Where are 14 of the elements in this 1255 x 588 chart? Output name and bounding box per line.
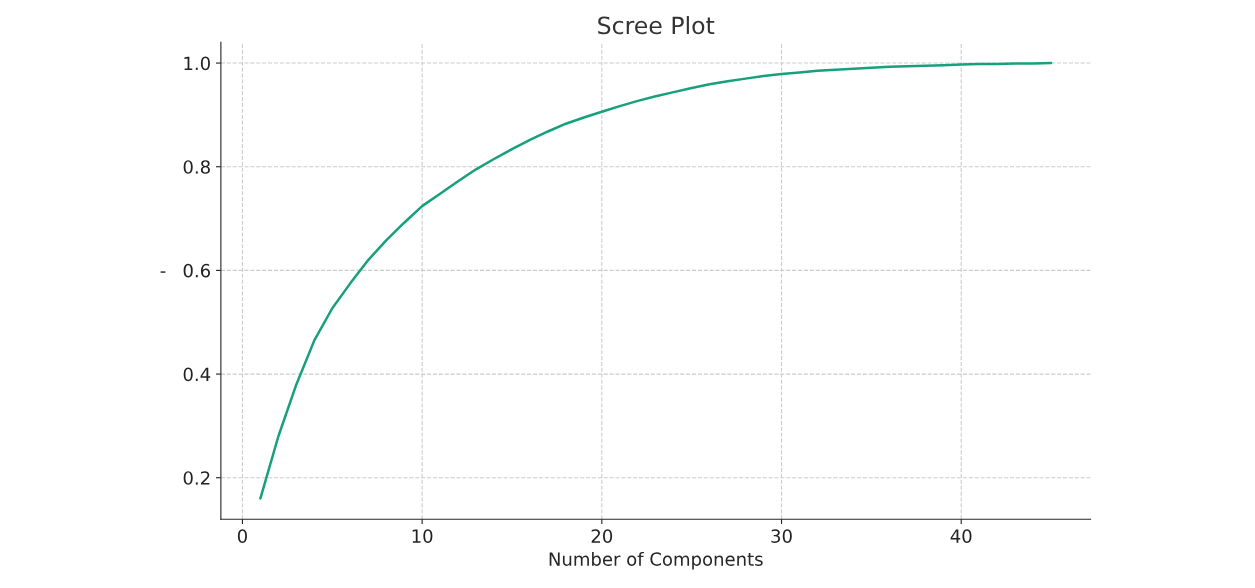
- y-tick-label: 0.8: [183, 160, 210, 174]
- chart-title: Scree Plot: [598, 16, 715, 35]
- x-tick-label: 30: [771, 529, 792, 543]
- x-tick-label: 0: [237, 529, 247, 543]
- line-series: [259, 61, 1053, 500]
- x-tick-label: 40: [950, 529, 972, 543]
- y-tick-label: 0.2: [183, 471, 210, 485]
- y-tick-label: 1.0: [184, 56, 210, 71]
- y-tick-label: 0.6: [183, 263, 211, 278]
- x-tick-label: 20: [591, 529, 613, 543]
- y-tick-label: 0.4: [183, 367, 211, 382]
- y-axis-title: -: [160, 271, 166, 273]
- x-tick-label: 10: [412, 529, 433, 543]
- x-axis-title: Number of Components: [549, 551, 763, 570]
